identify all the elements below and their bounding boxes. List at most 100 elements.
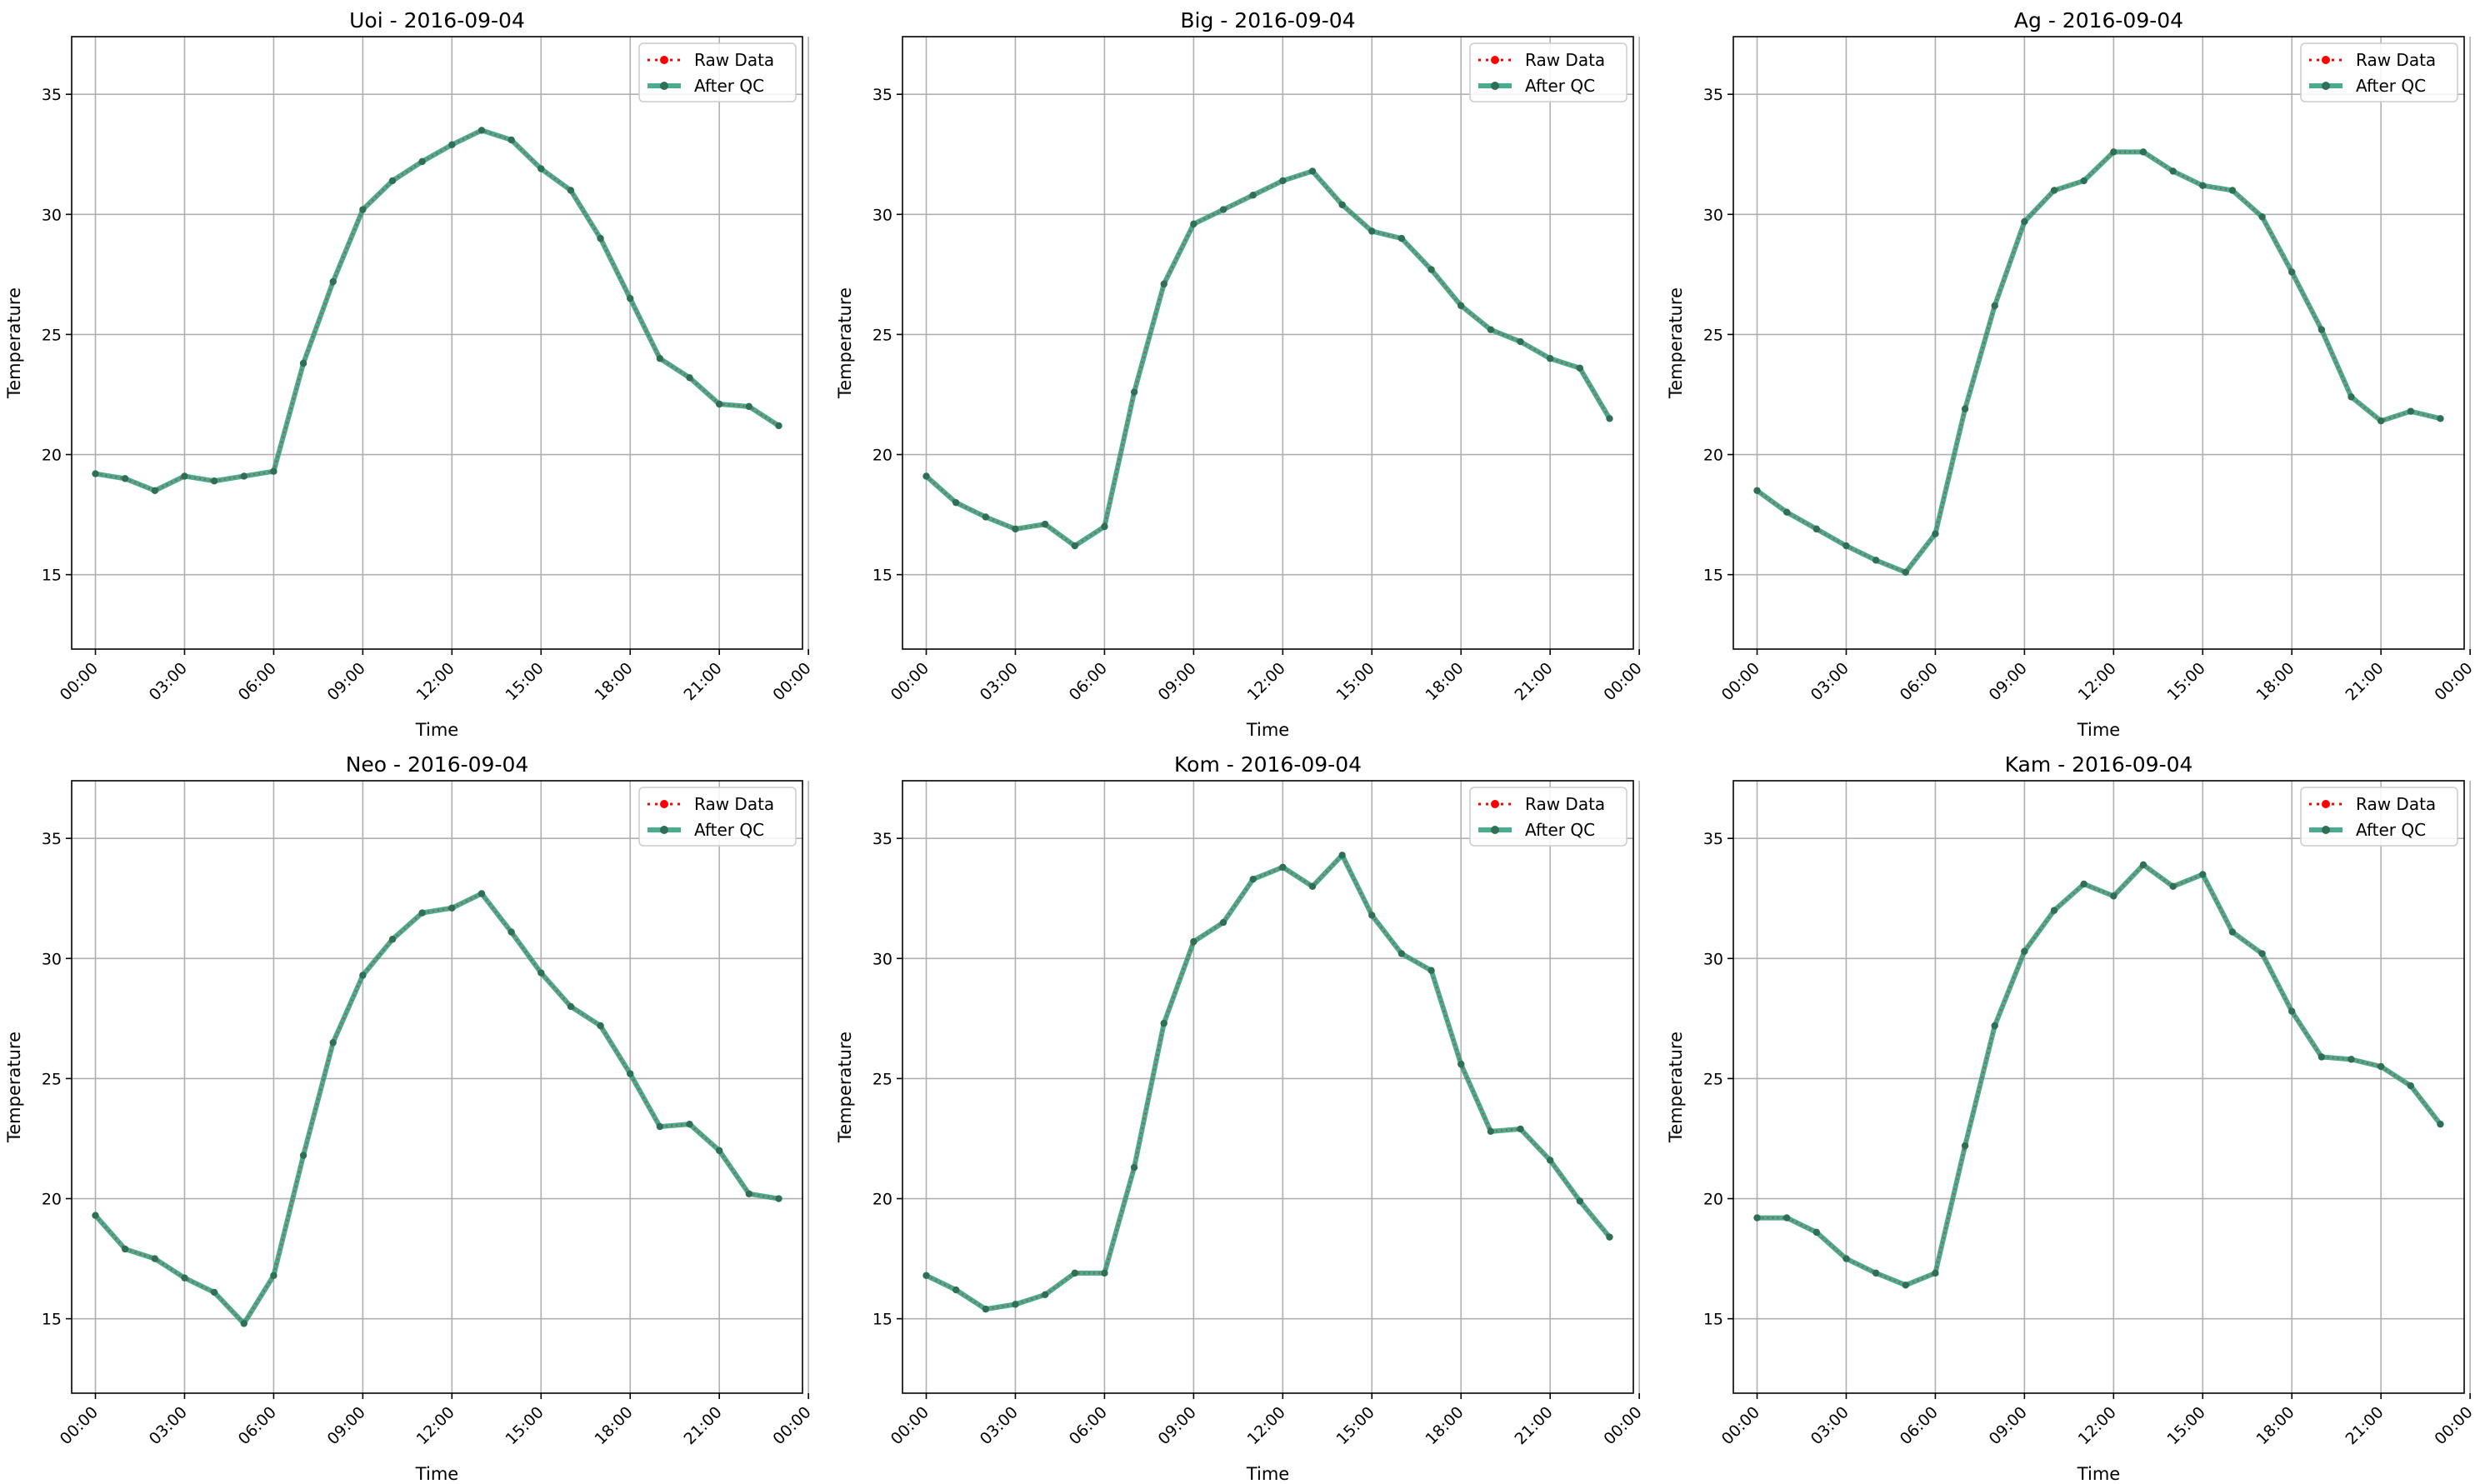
data-point xyxy=(329,1038,337,1047)
data-point xyxy=(418,909,426,917)
data-point xyxy=(1041,1291,1049,1299)
series-line-raw-data xyxy=(95,129,780,492)
series-line-after-qc xyxy=(93,891,779,1327)
data-point xyxy=(2407,407,2415,415)
data-point xyxy=(1458,302,1465,310)
y-tick-label: 20 xyxy=(872,1191,892,1209)
data-point xyxy=(270,1272,278,1279)
data-point xyxy=(1012,525,1019,533)
y-tick-label: 15 xyxy=(1703,1311,1723,1329)
data-point xyxy=(1753,1214,1761,1222)
series-line-raw-data xyxy=(925,169,1611,547)
y-tick-label: 15 xyxy=(42,567,62,585)
data-point xyxy=(1368,227,1376,235)
data-point xyxy=(1546,355,1554,362)
data-point xyxy=(686,1120,693,1128)
data-point xyxy=(1812,1228,1821,1237)
data-point xyxy=(1160,1019,1168,1027)
data-point xyxy=(2377,417,2385,425)
subplot-title: Neo - 2016-09-04 xyxy=(346,752,529,777)
data-point xyxy=(1458,1060,1465,1068)
data-point xyxy=(1932,530,1939,537)
plot-frame xyxy=(71,36,803,650)
data-point xyxy=(715,400,723,408)
subplot-title: Kam - 2016-09-04 xyxy=(2005,752,2193,777)
data-point xyxy=(299,1152,308,1159)
x-axis-label: Time xyxy=(1246,720,1289,740)
data-point xyxy=(627,1070,634,1077)
legend-label-after-qc: After QC xyxy=(2356,820,2426,840)
data-point xyxy=(597,1022,604,1030)
data-point xyxy=(656,355,664,362)
y-tick-label: 25 xyxy=(872,1070,892,1088)
legend-label-raw-data: Raw Data xyxy=(2356,50,2436,70)
y-axis-label: Temperature xyxy=(1666,1032,1686,1143)
data-point xyxy=(2199,182,2207,189)
legend-marker-raw-data xyxy=(2322,56,2330,64)
data-point xyxy=(2258,212,2266,221)
data-point xyxy=(1546,1157,1554,1164)
data-point xyxy=(1308,167,1317,175)
x-axis-label: Time xyxy=(415,1464,458,1484)
data-point xyxy=(597,234,604,242)
legend-label-after-qc: After QC xyxy=(694,76,764,96)
y-tick-label: 30 xyxy=(872,206,892,224)
data-point xyxy=(508,136,515,144)
data-point xyxy=(1782,1214,1791,1222)
data-point xyxy=(1308,882,1317,891)
y-tick-label: 20 xyxy=(1703,447,1723,465)
y-tick-label: 15 xyxy=(42,1311,62,1329)
x-axis-label: Time xyxy=(1246,1464,1289,1484)
data-point xyxy=(418,157,426,166)
data-point xyxy=(775,1195,782,1202)
y-tick-label: 35 xyxy=(1703,830,1723,848)
series-line-after-qc xyxy=(925,852,1612,1312)
data-point xyxy=(2199,871,2207,878)
data-point xyxy=(1576,364,1584,372)
data-point xyxy=(567,1002,575,1011)
data-point xyxy=(92,1212,99,1219)
plot-frame xyxy=(1732,780,2465,1394)
plot-frame xyxy=(1732,36,2465,650)
data-point xyxy=(92,470,99,477)
data-point xyxy=(508,928,515,936)
data-point xyxy=(1991,302,1998,310)
data-point xyxy=(1872,1269,1880,1277)
legend-marker-after-qc xyxy=(660,82,668,90)
data-point xyxy=(1517,1125,1524,1133)
data-point xyxy=(1428,967,1435,974)
data-point xyxy=(359,206,367,213)
y-tick-label: 15 xyxy=(1703,567,1723,585)
data-point xyxy=(2050,187,2058,194)
data-point xyxy=(2437,1120,2444,1128)
data-point xyxy=(1902,1282,1909,1289)
data-point xyxy=(1782,508,1791,516)
data-point xyxy=(1190,220,1198,228)
data-point xyxy=(2080,177,2088,185)
data-point xyxy=(1368,912,1376,919)
y-tick-label: 20 xyxy=(42,1191,62,1209)
data-point xyxy=(121,1245,129,1253)
series-line-after-qc xyxy=(1755,149,2442,575)
data-point xyxy=(478,890,486,897)
data-point xyxy=(1130,1163,1138,1172)
data-point xyxy=(1606,415,1613,422)
y-axis-label: Temperature xyxy=(4,1032,24,1143)
legend-label-raw-data: Raw Data xyxy=(1525,50,1605,70)
data-point xyxy=(982,1305,990,1313)
series-line-after-qc xyxy=(95,127,781,493)
legend-label-raw-data: Raw Data xyxy=(694,50,774,70)
data-point xyxy=(1872,557,1880,564)
y-tick-label: 30 xyxy=(42,206,62,224)
data-point xyxy=(2407,1082,2415,1090)
legend-marker-raw-data xyxy=(660,800,668,808)
plot-frame xyxy=(71,780,803,1394)
data-point xyxy=(121,475,129,482)
data-point xyxy=(448,904,456,912)
data-point xyxy=(775,422,782,430)
data-point xyxy=(538,165,545,172)
y-tick-label: 20 xyxy=(42,447,62,465)
y-tick-label: 25 xyxy=(872,326,892,344)
data-point xyxy=(2228,187,2237,194)
